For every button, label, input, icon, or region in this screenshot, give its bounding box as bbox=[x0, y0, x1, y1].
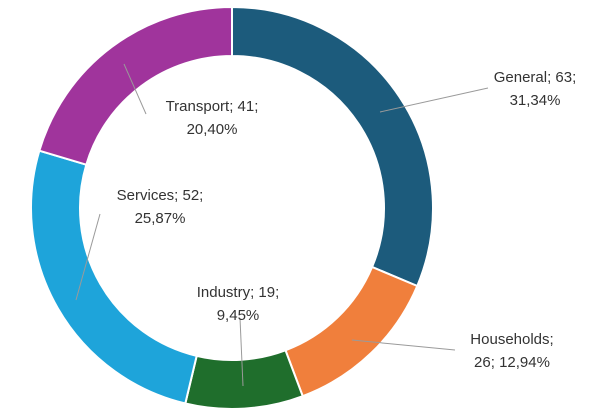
leader-line bbox=[379, 87, 489, 113]
data-label: 9,45% bbox=[217, 307, 260, 324]
data-label: Services; 52; bbox=[117, 187, 204, 204]
data-label: 31,34% bbox=[510, 92, 561, 109]
donut-slice bbox=[38, 5, 233, 166]
data-label: Transport; 41; bbox=[166, 98, 259, 115]
data-label: 25,87% bbox=[135, 210, 186, 227]
data-label: 20,40% bbox=[187, 121, 238, 138]
leader-line bbox=[239, 317, 244, 387]
donut-slice bbox=[284, 265, 419, 398]
donut-slice bbox=[184, 348, 304, 410]
leader-line bbox=[351, 339, 456, 351]
data-label: 26; 12,94% bbox=[474, 354, 550, 371]
donut-slice bbox=[231, 5, 434, 288]
data-label: Industry; 19; bbox=[197, 284, 280, 301]
data-label: General; 63; bbox=[494, 69, 577, 86]
leader-line bbox=[123, 63, 147, 115]
data-label: Households; bbox=[470, 331, 553, 348]
leader-line bbox=[75, 213, 101, 301]
